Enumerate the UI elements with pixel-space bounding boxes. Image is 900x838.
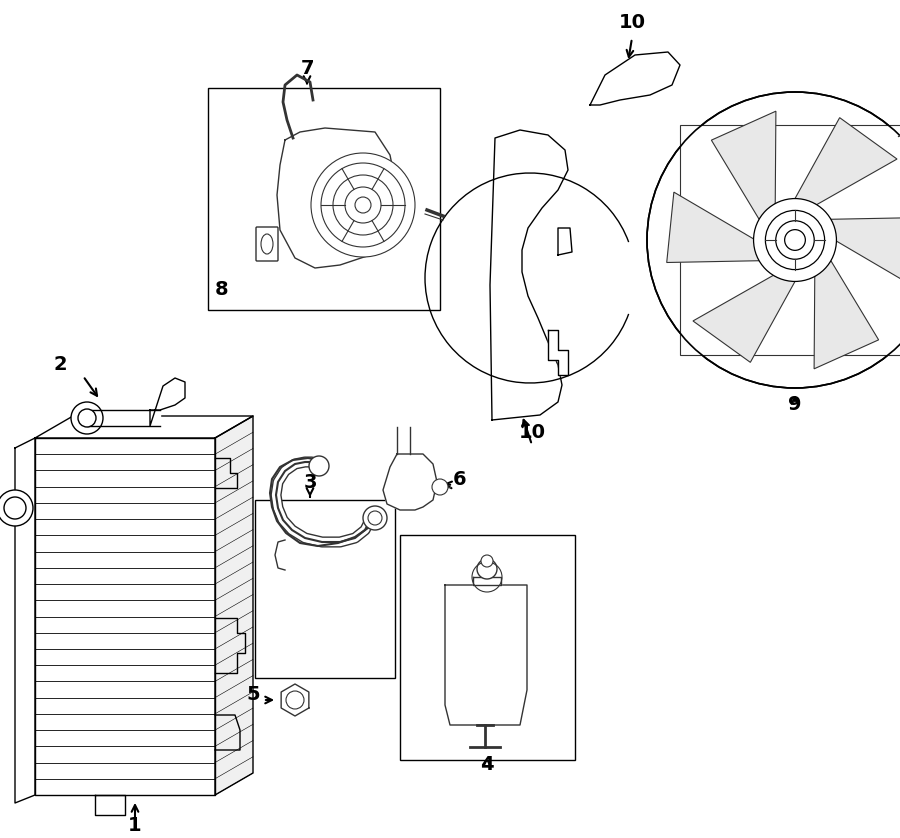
Polygon shape [15,438,35,803]
Polygon shape [548,330,568,375]
Polygon shape [711,111,776,220]
Circle shape [363,506,387,530]
Circle shape [311,153,415,257]
Polygon shape [95,795,125,815]
Circle shape [765,210,824,270]
Polygon shape [215,416,253,795]
Text: 1: 1 [128,815,142,835]
Text: 7: 7 [301,59,314,78]
Circle shape [481,555,493,567]
Text: 3: 3 [303,473,317,492]
Polygon shape [383,454,437,510]
Text: 10: 10 [518,423,545,442]
Polygon shape [35,438,215,795]
Polygon shape [814,261,878,369]
Circle shape [71,402,103,434]
Polygon shape [87,410,160,426]
Circle shape [0,490,33,526]
Circle shape [286,691,304,709]
Circle shape [432,479,448,495]
Polygon shape [831,218,900,288]
Bar [208,88,440,310]
Circle shape [785,230,806,251]
Polygon shape [35,416,253,438]
Polygon shape [590,52,680,105]
Text: 2: 2 [53,355,67,374]
Polygon shape [150,378,185,426]
Circle shape [776,220,814,259]
Circle shape [309,456,329,476]
Circle shape [647,92,900,388]
Polygon shape [277,128,397,268]
Text: 10: 10 [618,13,645,32]
Circle shape [355,197,371,213]
Text: 5: 5 [247,685,260,704]
Polygon shape [667,192,759,262]
Circle shape [333,175,393,235]
Polygon shape [795,117,897,204]
Text: 6: 6 [454,470,467,489]
Bar [400,535,575,760]
Ellipse shape [261,234,273,254]
Polygon shape [473,577,501,585]
Polygon shape [558,228,572,255]
Text: 9: 9 [788,395,802,414]
Circle shape [4,497,26,519]
Text: 4: 4 [481,755,494,774]
Circle shape [78,409,96,427]
Polygon shape [281,684,309,716]
Polygon shape [397,427,410,454]
Polygon shape [693,276,795,362]
Text: 8: 8 [215,280,229,299]
Circle shape [345,187,381,223]
Polygon shape [490,130,568,420]
FancyBboxPatch shape [256,227,278,261]
Circle shape [753,199,836,282]
Polygon shape [445,585,527,725]
Circle shape [477,559,497,579]
Bar [680,125,900,355]
Bar [255,500,395,678]
Circle shape [368,511,382,525]
Circle shape [321,163,405,247]
